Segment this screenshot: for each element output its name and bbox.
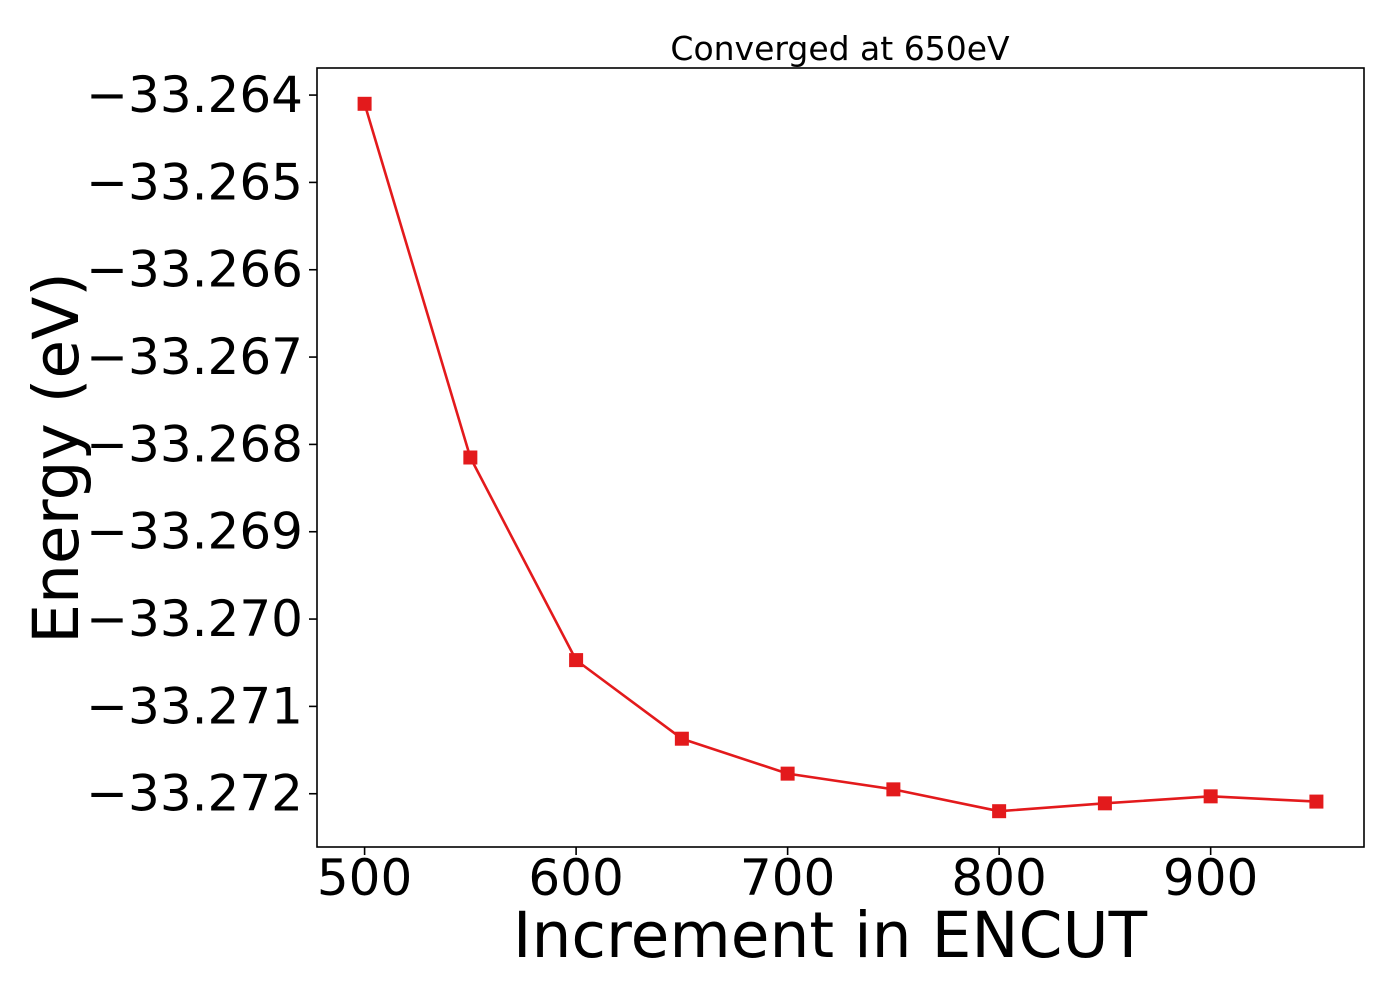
y-tick-label: −33.269 bbox=[86, 503, 303, 561]
data-point-marker bbox=[569, 653, 584, 668]
data-point-marker bbox=[463, 450, 478, 465]
series-layer bbox=[357, 96, 1324, 819]
data-point-marker bbox=[1309, 794, 1324, 809]
x-tick-label: 800 bbox=[951, 849, 1046, 907]
y-tick-label: −33.270 bbox=[86, 590, 303, 648]
y-tick-label: −33.268 bbox=[86, 415, 303, 473]
x-tick-label: 600 bbox=[528, 849, 623, 907]
data-point-marker bbox=[1097, 796, 1112, 811]
data-point-marker bbox=[1203, 789, 1218, 804]
y-tick-label: −33.264 bbox=[86, 66, 303, 124]
y-axis-label: Energy (eV) bbox=[20, 272, 93, 644]
y-tick-label: −33.267 bbox=[86, 328, 303, 386]
x-tick-label: 700 bbox=[740, 849, 835, 907]
data-point-marker bbox=[674, 731, 689, 746]
x-axis: 500 600 700 800 900 bbox=[317, 847, 1258, 907]
x-tick-label: 500 bbox=[317, 849, 412, 907]
y-tick-label: −33.272 bbox=[86, 765, 303, 823]
data-point-marker bbox=[357, 96, 372, 111]
x-tick-label: 900 bbox=[1163, 849, 1258, 907]
data-point-marker bbox=[992, 804, 1007, 819]
x-axis-label: Increment in ENCUT bbox=[513, 899, 1148, 972]
y-axis: −33.264 −33.265 −33.266 −33.267 −33.268 −33.2… bbox=[86, 66, 317, 823]
data-point-marker bbox=[780, 766, 795, 781]
y-tick-label: −33.265 bbox=[86, 153, 303, 211]
y-tick-label: −33.271 bbox=[86, 677, 303, 735]
data-point-marker bbox=[886, 782, 901, 797]
chart-title: Converged at 650eV bbox=[670, 29, 1010, 68]
y-tick-label: −33.266 bbox=[86, 241, 303, 299]
plot-area-frame bbox=[316, 67, 1365, 848]
series-line bbox=[363, 103, 1317, 813]
